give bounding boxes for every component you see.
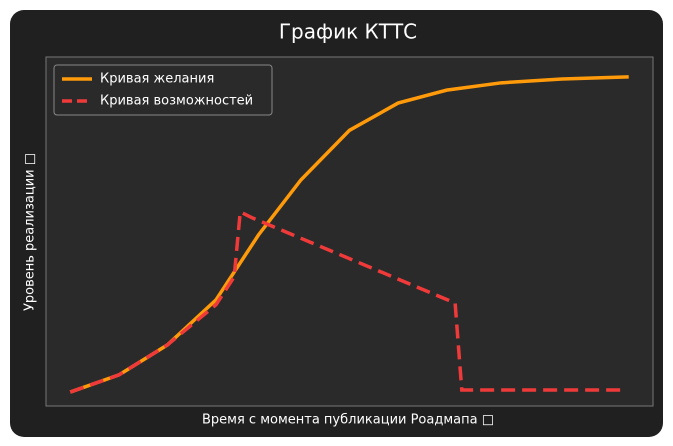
legend-box [53, 64, 273, 116]
legend-label: Кривая возможностей [100, 94, 253, 109]
line-series [69, 75, 629, 394]
legend-label: Кривая желания [100, 72, 214, 87]
y-axis-label: Уровень реализации □ [23, 153, 38, 311]
x-axis-label: Время с момента публикации Роадмапа □ [202, 413, 494, 428]
chart-title: График КТТС [279, 20, 417, 44]
line-series [69, 209, 621, 394]
